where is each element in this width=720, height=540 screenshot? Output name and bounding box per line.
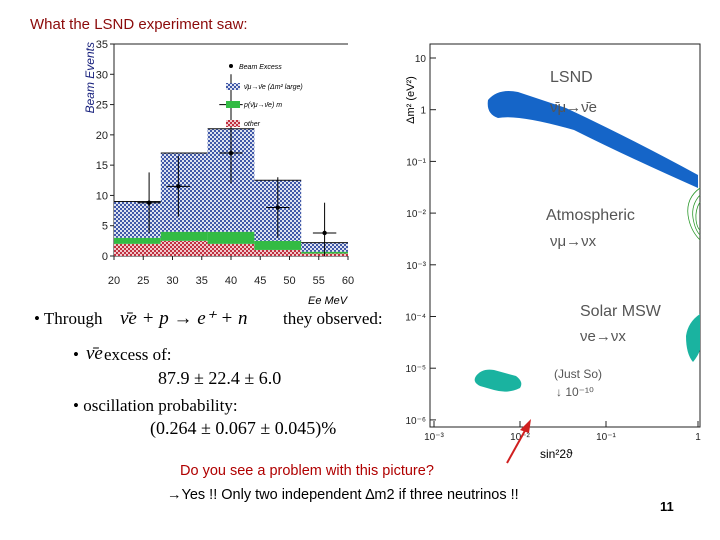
legend-beam-excess: Beam Excess <box>239 64 282 71</box>
osc-x-tick-label-3: 1 <box>695 432 701 443</box>
question-text: Do you see a problem with this picture? <box>180 463 434 479</box>
justso-label: (Just So) <box>554 367 602 381</box>
legend-green: p(ν̄μ→ν̄e) m <box>243 102 282 109</box>
beam-excess-point-2 <box>228 150 234 156</box>
bar-other-3 <box>254 249 302 256</box>
beam-excess-point-4 <box>275 205 280 210</box>
answer-text: →Yes !! Only two independent ∆m2 if thre… <box>167 487 519 503</box>
osc-y-tick-label-6: 10⁻⁵ <box>405 364 426 375</box>
atmospheric-label: Atmospheric <box>546 207 635 224</box>
x-tick-label-20: 20 <box>108 275 120 287</box>
x-tick-label-50: 50 <box>283 275 295 287</box>
atmospheric-channel: νμ→νx <box>550 233 597 250</box>
osc-y-tick-label-1: 1 <box>420 106 426 117</box>
legend-other: other <box>244 121 261 128</box>
beam-excess-point-0 <box>146 200 152 205</box>
osc-x-tick-label-2: 10⁻¹ <box>596 432 616 443</box>
osc-y-tick-label-2: 10⁻¹ <box>406 157 426 168</box>
y-tick-label-0: 0 <box>102 251 108 263</box>
bar-other-2 <box>207 243 255 256</box>
lsnd-channel: ν̄μ→ν̄e <box>550 99 597 116</box>
legend-beam-excess-marker <box>229 64 233 68</box>
x-tick-label-60: 60 <box>342 275 354 287</box>
beam-excess-point-5 <box>322 230 327 236</box>
x-tick-label-30: 30 <box>166 275 178 287</box>
osc-frame <box>429 43 701 428</box>
justso-arrow: ↓ 10⁻¹⁰ <box>556 385 594 399</box>
excess-value: 87.9 ± 22.4 ± 6.0 <box>158 368 282 388</box>
bar-green-3 <box>254 240 302 250</box>
osc-x-tick-label-0: 10⁻³ <box>424 432 444 443</box>
legend-green-swatch <box>226 101 240 108</box>
bullet-through: • Through <box>34 309 103 328</box>
osc-y-tick-label-4: 10⁻³ <box>406 261 426 272</box>
x-tick-label-40: 40 <box>225 275 237 287</box>
lsnd-label: LSND <box>550 69 593 86</box>
histogram-xlabel: Ee MeV <box>308 295 349 307</box>
osc-ylabel: Δm² (eV²) <box>405 76 417 124</box>
excess-label: excess of: <box>104 345 172 364</box>
bar-green-1 <box>160 231 208 241</box>
y-tick-label-30: 30 <box>96 69 108 81</box>
osc-y-tick-label-7: 10⁻⁶ <box>405 416 426 427</box>
excess-bullet: • <box>73 345 79 364</box>
excess-symbol: ν̄e <box>86 343 103 364</box>
x-tick-label-35: 35 <box>196 275 208 287</box>
solar-label: Solar MSW <box>580 303 662 320</box>
lsnd-region <box>487 91 698 188</box>
reaction-equation: ν̄e + p → e⁺ + n <box>120 308 248 329</box>
osc-y-tick-label-0: 10 <box>415 54 427 65</box>
histogram-legend: Beam Excess ν̄μ→ν̄e (Δm² large) p(ν̄μ→ν̄… <box>226 64 303 128</box>
osc-y-tick-label-3: 10⁻² <box>406 209 426 220</box>
page-number: 11 <box>660 499 674 514</box>
y-tick-label-20: 20 <box>96 130 108 142</box>
oscillation-plot: Δm² (eV²) 10 1 10⁻¹ 10⁻² 10⁻³ 10⁻⁴ 10⁻⁵ 10⁻⁶ 10⁻… <box>405 43 701 461</box>
solar-large-angle-region <box>686 314 700 362</box>
histogram-chart: 20 25 30 35 40 45 50 55 60 0 5 10 15 20 25 30 35 Beam Ev… <box>83 39 354 307</box>
bar-green-2 <box>207 231 255 244</box>
osc-xlabel: sin²2ϑ <box>540 447 573 461</box>
osc-y-tick-label-5: 10⁻⁴ <box>405 313 426 324</box>
histogram-plot-area: 20 25 30 35 40 45 50 55 60 0 5 10 15 20 25 30 35 <box>96 39 354 287</box>
legend-other-swatch <box>226 120 240 127</box>
observed-label: they observed: <box>283 309 383 328</box>
x-tick-label-55: 55 <box>313 275 325 287</box>
y-tick-label-25: 25 <box>96 100 108 112</box>
oscillation-value: (0.264 ± 0.067 ± 0.045)% <box>150 418 337 438</box>
oscillation-label: • oscillation probability: <box>73 396 238 415</box>
y-tick-label-15: 15 <box>96 160 108 172</box>
atmospheric-region <box>687 187 701 241</box>
y-tick-label-5: 5 <box>102 221 108 233</box>
bar-other-1 <box>160 240 208 256</box>
bar-signal-1 <box>160 153 208 232</box>
bar-other-0 <box>114 243 161 256</box>
solar-channel: νe→νx <box>580 328 626 345</box>
x-tick-label-25: 25 <box>137 275 149 287</box>
pointer-arrow <box>506 419 531 464</box>
x-tick-label-45: 45 <box>254 275 266 287</box>
slide-title: What the LSND experiment saw: <box>30 16 248 33</box>
histogram-ylabel: Beam Events <box>83 42 97 113</box>
legend-signal: ν̄μ→ν̄e (Δm² large) <box>244 84 303 91</box>
bar-signal-0 <box>114 201 161 238</box>
y-tick-label-35: 35 <box>96 39 108 51</box>
y-tick-label-10: 10 <box>96 190 108 202</box>
solar-small-angle-region <box>474 369 522 392</box>
beam-excess-point-1 <box>176 184 181 189</box>
bar-green-0 <box>114 237 161 244</box>
legend-signal-swatch <box>226 83 240 90</box>
